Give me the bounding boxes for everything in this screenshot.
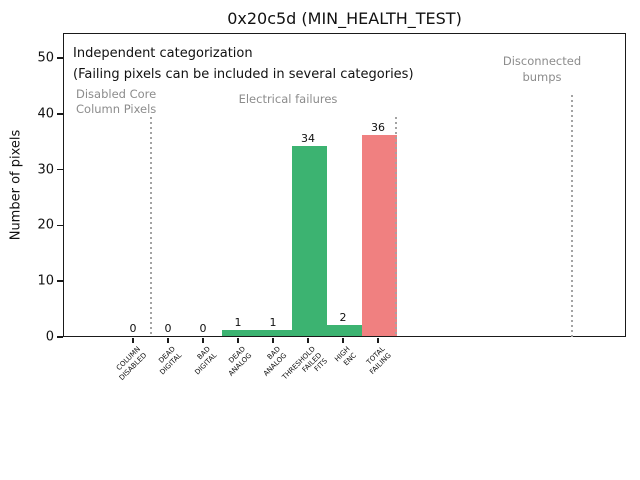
bar-value-label: 1 — [269, 316, 277, 330]
bar-value-label: 0 — [129, 322, 137, 335]
separator-dotted-line — [571, 95, 574, 337]
x-axis-tick — [377, 338, 379, 343]
annotation-independent-categorization: Independent categorization — [73, 46, 253, 61]
bar — [326, 325, 362, 336]
annotation-disconnected-bumps: Disconnected bumps — [502, 54, 582, 84]
y-axis-tick — [57, 113, 63, 115]
plot-area: Independent categorization (Failing pixe… — [63, 33, 626, 337]
bar — [221, 330, 257, 336]
y-axis-tick-label: 0 — [45, 329, 54, 345]
annotation-disabled-core-column-pixels: Disabled Core Column Pixels — [76, 87, 157, 116]
x-axis-tick — [202, 338, 204, 343]
y-axis-tick-label: 10 — [37, 273, 54, 289]
chart-title: 0x20c5d (MIN_HEALTH_TEST) — [227, 9, 462, 28]
y-axis-tick — [57, 168, 63, 171]
annotation-failing-pixels-note: (Failing pixels can be included in sever… — [73, 67, 414, 82]
bar-value-label: 2 — [339, 310, 347, 324]
y-axis-tick — [57, 224, 63, 227]
x-axis-tick-label: BAD DIGITAL — [192, 345, 218, 377]
bar-value-label: 36 — [371, 121, 385, 135]
y-axis-tick — [57, 57, 63, 59]
x-axis-tick — [272, 338, 274, 343]
x-axis-tick-label: HIGH ENC — [333, 345, 358, 367]
y-axis-tick — [57, 336, 63, 338]
y-axis-tick-label: 40 — [37, 106, 54, 122]
x-axis-tick-label: THRESHOLD FAILED FITS — [280, 345, 329, 382]
x-axis-tick — [167, 338, 169, 343]
x-axis-tick — [307, 338, 309, 343]
x-axis-tick-label: TOTAL FAILING — [365, 345, 393, 376]
bar-value-label: 1 — [234, 316, 242, 330]
y-axis-tick-label: 30 — [37, 162, 54, 178]
bar — [256, 330, 292, 336]
separator-dotted-line — [394, 117, 397, 337]
x-axis-tick-label: COLUMN DISABLED — [114, 345, 148, 382]
x-axis-tick-label: DEAD ANALOG — [226, 345, 253, 378]
x-axis-tick — [132, 338, 134, 343]
bar-value-label: 0 — [164, 322, 172, 335]
x-axis-tick-label: DEAD DIGITAL — [156, 345, 183, 377]
bar-value-label: 34 — [301, 132, 315, 146]
y-axis-tick-label: 50 — [37, 50, 54, 66]
bar — [291, 146, 327, 336]
y-axis-tick-label: 20 — [37, 217, 54, 233]
separator-dotted-line — [149, 117, 152, 337]
x-axis-tick — [342, 338, 344, 343]
bar-value-label: 0 — [199, 322, 207, 335]
bar — [361, 135, 397, 336]
y-axis-tick — [57, 280, 63, 282]
annotation-electrical-failures: Electrical failures — [238, 92, 338, 106]
x-axis-tick — [237, 338, 239, 343]
